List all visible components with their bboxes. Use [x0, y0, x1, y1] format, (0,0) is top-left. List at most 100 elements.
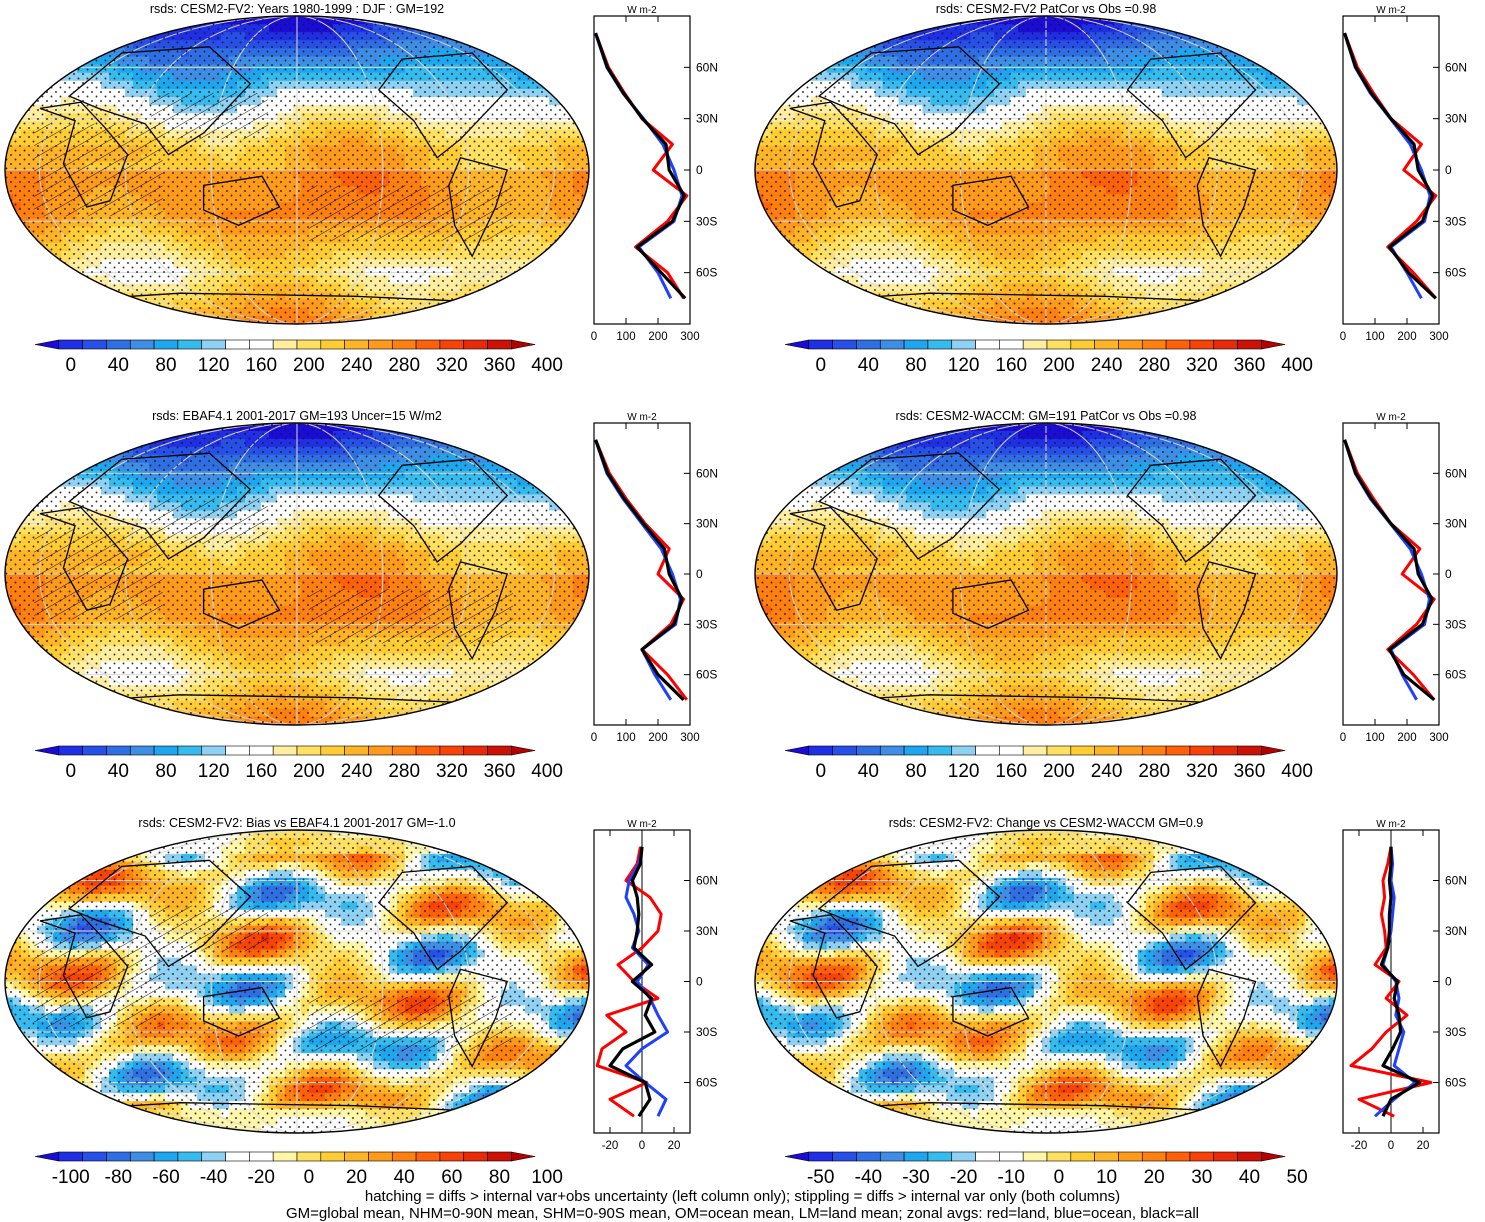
- map-cell: [517, 292, 526, 301]
- map-cell: [13, 73, 22, 82]
- map-cell: [37, 73, 46, 82]
- map-cell: [1281, 32, 1290, 41]
- map-cell: [1201, 16, 1210, 25]
- map-cell: [771, 40, 780, 49]
- colorbar-tick-label: 320: [436, 355, 468, 376]
- map-cell: [1321, 227, 1330, 236]
- map-cell: [53, 292, 62, 301]
- map-cell: [1281, 24, 1290, 33]
- map-cell: [5, 89, 14, 98]
- map-cell: [501, 316, 510, 325]
- map-cell: [906, 16, 915, 25]
- map-cell: [549, 275, 558, 284]
- map-cell: [101, 16, 110, 25]
- map-cell: [827, 24, 836, 33]
- map-cell: [493, 24, 502, 33]
- map-cell: [5, 308, 14, 317]
- map-cell: [13, 97, 22, 106]
- map-cell: [1249, 32, 1258, 41]
- map-cell: [77, 300, 86, 309]
- map-cell: [1186, 16, 1195, 25]
- map-cell: [755, 24, 764, 33]
- map-cell: [835, 16, 844, 25]
- map-cell: [787, 81, 796, 90]
- map-cell: [827, 40, 836, 49]
- map-cell: [453, 300, 462, 309]
- map-cell: [1313, 81, 1322, 90]
- map-cell: [429, 16, 438, 25]
- map-cell: [29, 40, 38, 49]
- map-cell: [1329, 113, 1338, 122]
- map-cell: [573, 219, 582, 228]
- map-cell: [29, 65, 38, 74]
- map-cell: [1178, 16, 1187, 25]
- map-cell: [1257, 32, 1266, 41]
- map-cell: [811, 57, 820, 66]
- map-cell: [101, 32, 110, 41]
- map-cell: [581, 283, 590, 292]
- map-cell: [565, 65, 574, 74]
- map-cell: [421, 316, 430, 325]
- map-cell: [1289, 73, 1298, 82]
- map-cell: [787, 40, 796, 49]
- map-cell: [493, 40, 502, 49]
- map-cell: [29, 308, 38, 317]
- map-cell: [469, 32, 478, 41]
- map-cell: [133, 308, 142, 317]
- map-cell: [509, 16, 518, 25]
- map-cell: [1305, 73, 1314, 82]
- map-cell: [795, 40, 804, 49]
- map-cell: [533, 57, 542, 66]
- map-cell: [21, 32, 30, 41]
- map-cell: [581, 219, 590, 228]
- map-cell: [109, 32, 118, 41]
- map-cell: [1209, 32, 1218, 41]
- map-cell: [755, 57, 764, 66]
- map-cell: [501, 40, 510, 49]
- map-cell: [85, 24, 94, 33]
- map-cell: [1241, 40, 1250, 49]
- map-cell: [101, 308, 110, 317]
- map-cell: [29, 316, 38, 325]
- map-cell: [1329, 32, 1338, 41]
- map-cell: [61, 40, 70, 49]
- map-cell: [189, 316, 198, 325]
- map-cell: [13, 24, 22, 33]
- map-cell: [549, 57, 558, 66]
- map-cell: [517, 275, 526, 284]
- colorbar-tick-label: 360: [484, 355, 516, 376]
- map-cell: [843, 16, 852, 25]
- map-cell: [581, 113, 590, 122]
- map-cell: [914, 16, 923, 25]
- map-cell: [1209, 16, 1218, 25]
- map-cell: [37, 300, 46, 309]
- map-cell: [93, 16, 102, 25]
- map-cell: [573, 65, 582, 74]
- map-cell: [5, 57, 14, 66]
- map-cell: [581, 48, 590, 57]
- value-tick-label: 300: [680, 331, 699, 343]
- map-cell: [45, 48, 54, 57]
- map-cell: [61, 48, 70, 57]
- map-cell: [5, 32, 14, 41]
- map-cell: [565, 16, 574, 25]
- hatching-overlay: [34, 124, 162, 216]
- map-cell: [5, 211, 14, 220]
- map-cell: [565, 57, 574, 66]
- map-cell: [165, 16, 174, 25]
- map-cell: [763, 235, 772, 244]
- map-cell: [485, 40, 494, 49]
- map-cell: [1297, 73, 1306, 82]
- map-cell: [1178, 24, 1187, 33]
- map-cell: [573, 300, 582, 309]
- map-cell: [501, 32, 510, 41]
- map-cell: [581, 24, 590, 33]
- map-cell: [509, 283, 518, 292]
- map-cell: [557, 259, 566, 268]
- map-cell: [1209, 24, 1218, 33]
- map-cell: [835, 48, 844, 57]
- map-cell: [77, 275, 86, 284]
- map-cell: [867, 16, 876, 25]
- map-cell: [771, 243, 780, 252]
- map-cell: [573, 97, 582, 106]
